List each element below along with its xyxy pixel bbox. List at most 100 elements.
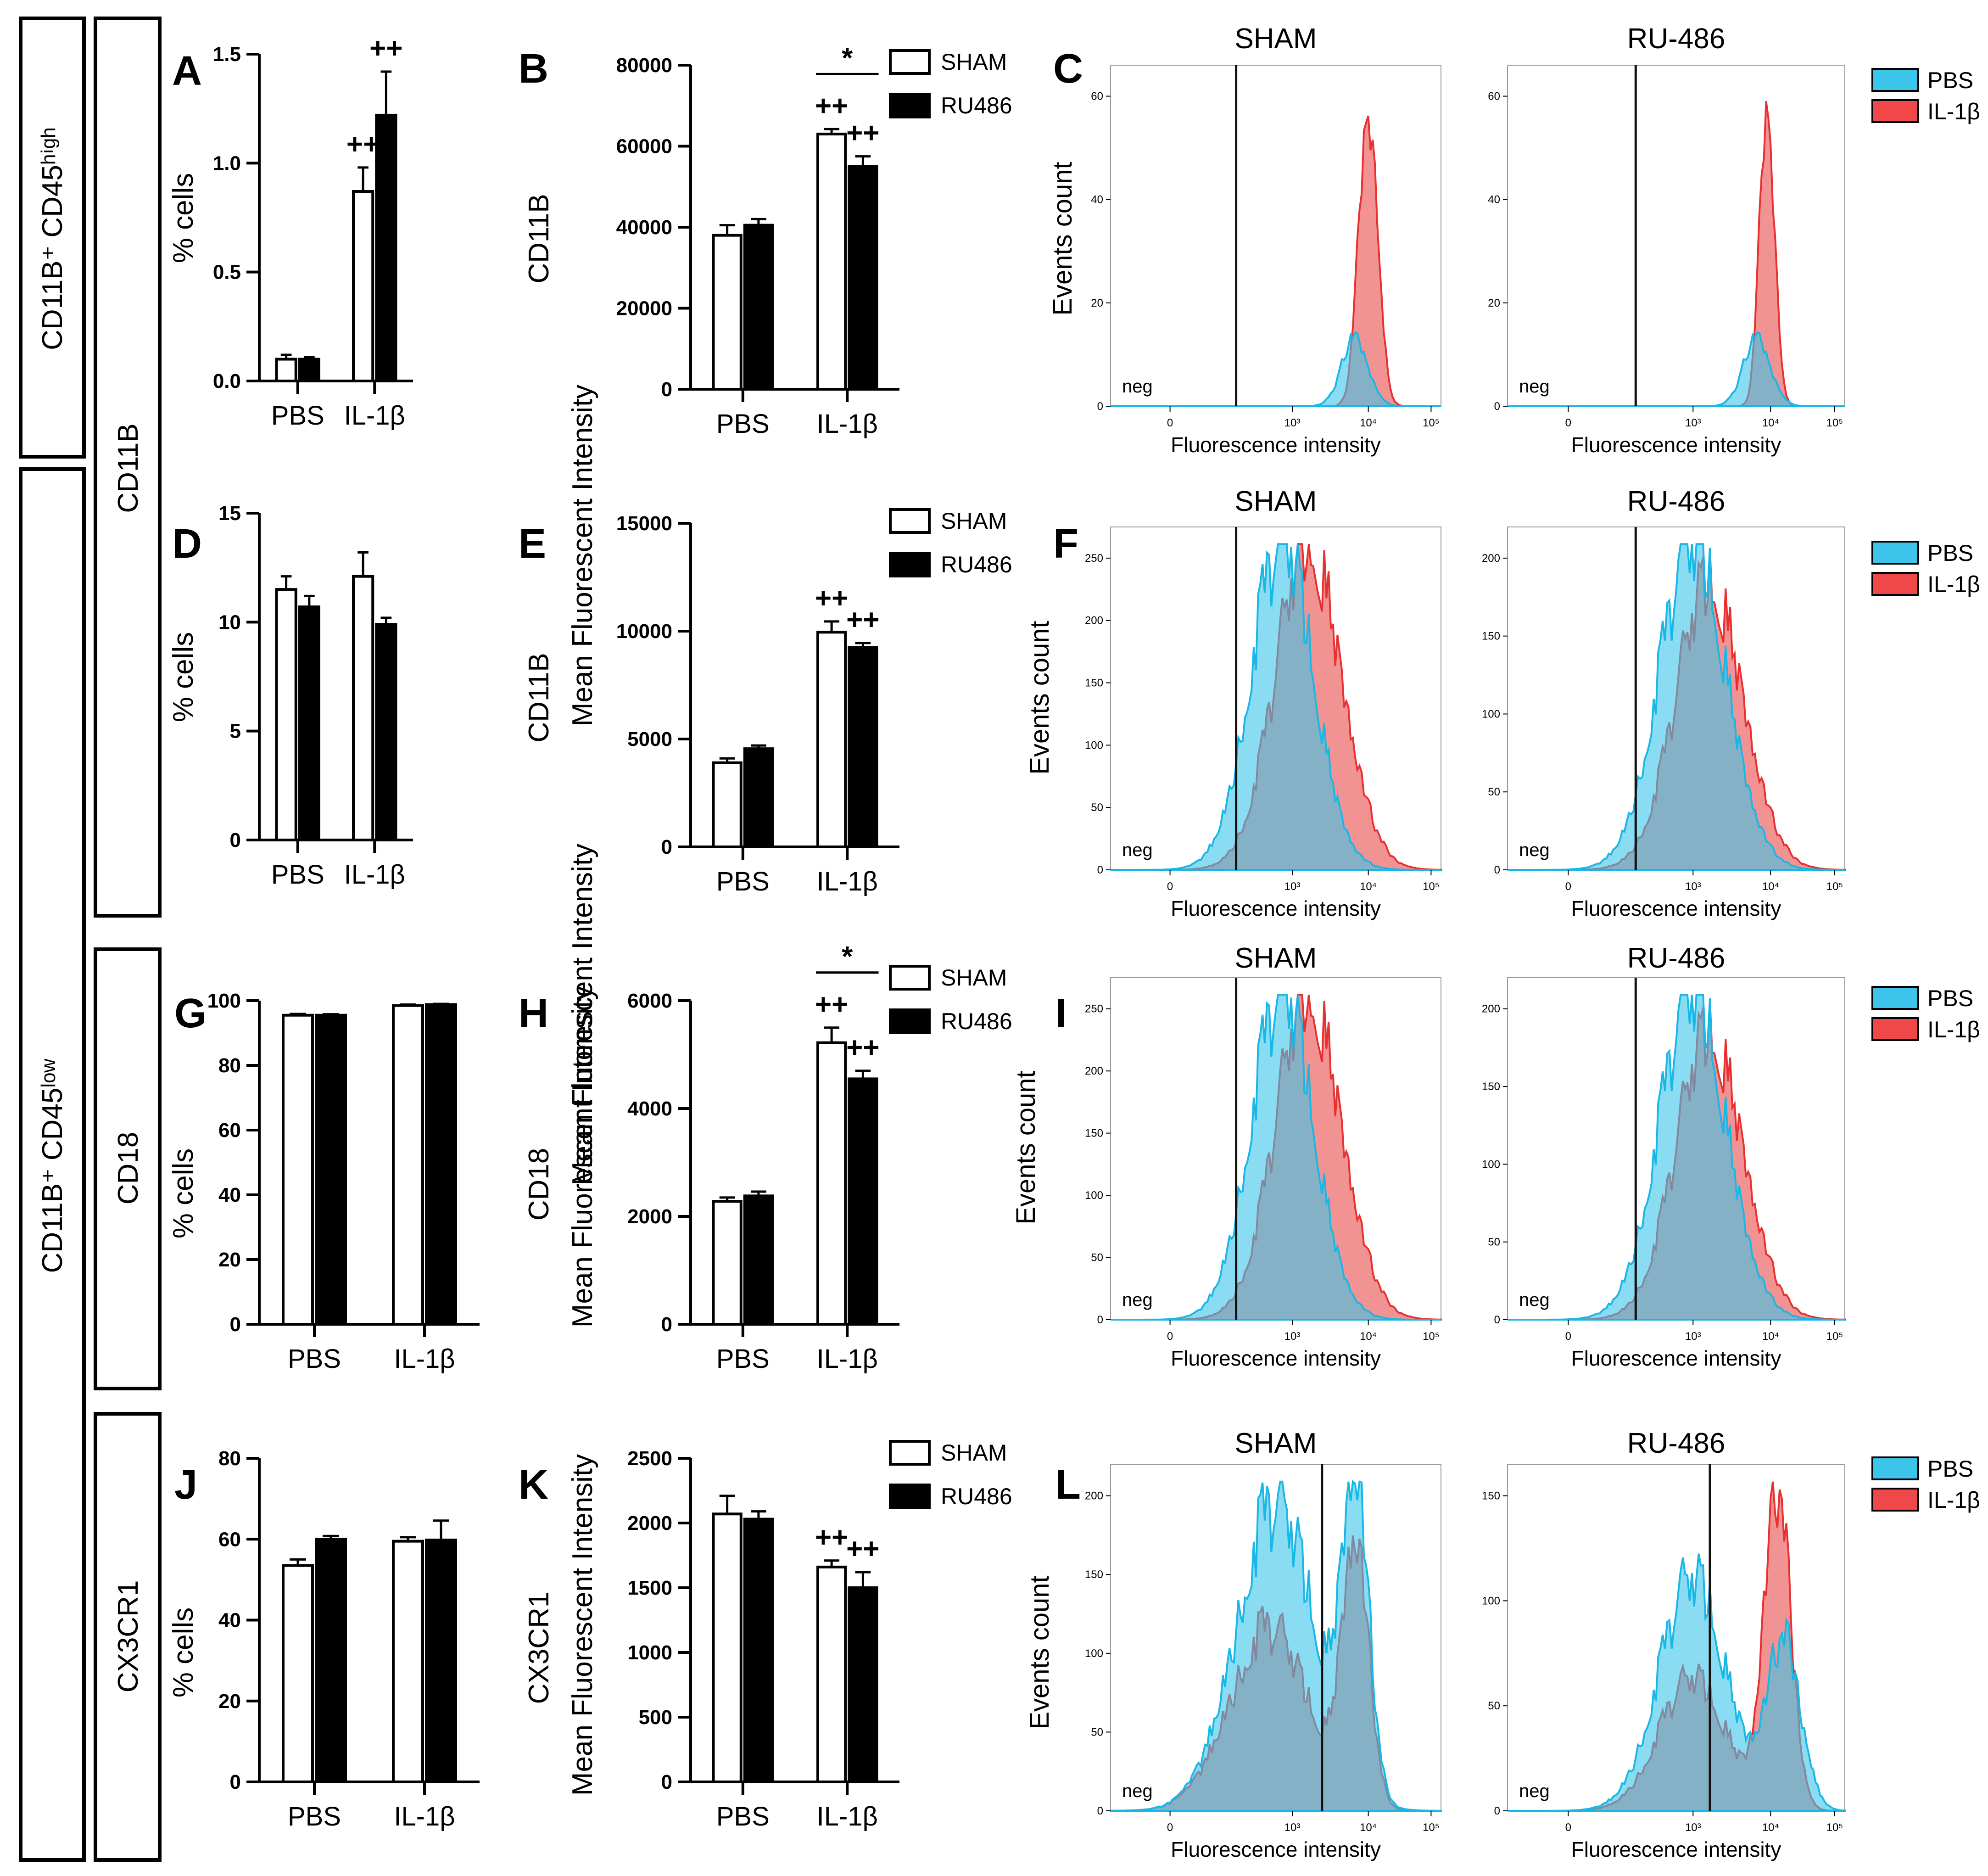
- panel-label: I: [1055, 991, 1067, 1036]
- x-tick-label: IL-1β: [344, 401, 405, 431]
- bar-sham: [275, 588, 297, 841]
- y-tick-label: 2000: [627, 1205, 672, 1228]
- bar-sham: [712, 1200, 743, 1326]
- y-tick-label: 80: [218, 1054, 241, 1077]
- gate-label: neg: [1519, 840, 1550, 860]
- x-tick-label: IL-1β: [344, 860, 405, 890]
- legend-swatch-il1b: [1871, 572, 1919, 596]
- histogram-ru486: RU-486 neg 0 50 100 150 200 0 10³ 10⁴ 10⁵ Fluoresce…: [1482, 942, 1846, 1370]
- gate-label: neg: [1519, 376, 1550, 397]
- legend-label: SHAM: [941, 1440, 1007, 1466]
- y-tick-label: 0.0: [213, 370, 241, 392]
- y-tick-label: 1000: [627, 1641, 672, 1664]
- y-axis-label: Events count: [1025, 1575, 1055, 1729]
- bar-ru486: [743, 1518, 774, 1784]
- significance-star: *: [842, 42, 853, 74]
- y-tick-label: 20000: [616, 297, 672, 320]
- bar-ru486: [425, 1539, 457, 1783]
- significance-mark: ++: [346, 129, 380, 160]
- bar-sham: [352, 575, 374, 841]
- x-axis-label: Fluorescence intensity: [1571, 433, 1781, 457]
- x-tick-label: 10⁵: [1423, 417, 1440, 429]
- y-tick-label: 0: [1097, 864, 1103, 876]
- bar-ru486: [315, 1538, 347, 1783]
- legend-swatch-pbs: [1871, 541, 1919, 565]
- bar-sham: [816, 1565, 847, 1783]
- gate-label: neg: [1519, 1290, 1550, 1310]
- y-tick-label: 50: [1091, 801, 1103, 814]
- y-axis-label: Events count: [1048, 162, 1078, 315]
- pbs-histogram: [1508, 994, 1845, 1321]
- legend-swatch-ru486: [889, 1008, 931, 1034]
- y-tick-label: 50: [1488, 786, 1500, 798]
- bar-sham: [816, 133, 847, 391]
- y-tick-label: 100: [1482, 708, 1500, 720]
- y-tick-label: 10000: [616, 620, 672, 643]
- x-tick-label: PBS: [271, 401, 324, 431]
- legend-swatch-sham: [889, 965, 931, 991]
- x-tick-label: 10³: [1685, 1821, 1701, 1834]
- significance-mark: ++: [815, 582, 848, 614]
- legend-swatch-il1b: [1871, 99, 1919, 123]
- y-tick-label: 0: [661, 1313, 672, 1336]
- pbs-histogram: [1111, 994, 1441, 1321]
- y-tick-label: 1.0: [213, 152, 241, 174]
- y-tick-label: 1500: [627, 1577, 672, 1599]
- x-tick-label: 0: [1565, 1821, 1571, 1834]
- marker-cd18-label: CD18: [112, 1132, 144, 1205]
- y-tick-label: 10: [218, 611, 241, 633]
- legend-swatch-pbs: [1871, 986, 1919, 1010]
- gate-high-box: [19, 17, 86, 459]
- y-tick-label: 200: [1085, 1065, 1103, 1077]
- x-tick-label: 0: [1167, 1330, 1173, 1343]
- y-tick-label: 0: [230, 1313, 241, 1336]
- legend-label: RU486: [941, 93, 1012, 118]
- marker-cd11b-box: [94, 17, 162, 918]
- legend-swatch-pbs: [1871, 68, 1919, 92]
- y-tick-label: 100: [1085, 1189, 1103, 1202]
- y-tick-label: 200: [1085, 1490, 1103, 1502]
- x-tick-label: IL-1β: [817, 867, 878, 896]
- x-axis-label: Fluorescence intensity: [1571, 1346, 1781, 1370]
- y-tick-label: 150: [1085, 1127, 1103, 1140]
- y-tick-label: 1.5: [213, 43, 241, 66]
- bar-ru486: [848, 646, 878, 848]
- y-tick-label: 200: [1482, 1003, 1500, 1015]
- significance-mark: ++: [369, 33, 402, 64]
- bar-ru486: [315, 1014, 347, 1326]
- x-tick-label: 10⁴: [1360, 1821, 1377, 1834]
- bar-sham: [816, 631, 847, 848]
- y-axis-marker-label: CD11B: [523, 653, 555, 742]
- y-tick-label: 15: [218, 502, 241, 525]
- y-tick-label: 0: [661, 378, 672, 401]
- y-axis-label: % cells: [168, 173, 199, 263]
- bar-chart-E: E Mean Fluorescent Intensity CD11B 0 5000 100…: [519, 508, 1012, 1185]
- y-tick-label: 0: [230, 829, 241, 851]
- legend-label: IL-1β: [1927, 99, 1980, 124]
- pbs-histogram: [1508, 1553, 1846, 1812]
- y-tick-label: 60: [1091, 90, 1103, 103]
- x-tick-label: 10³: [1685, 1330, 1701, 1343]
- y-tick-label: 0: [661, 1771, 672, 1793]
- panel-label: K: [519, 1462, 548, 1508]
- x-tick-label: 10⁴: [1762, 880, 1779, 893]
- bar-sham: [712, 234, 743, 391]
- histogram-title: RU-486: [1627, 486, 1726, 517]
- y-axis-marker-label: CD11B: [523, 194, 555, 283]
- x-tick-label: IL-1β: [817, 1344, 878, 1374]
- y-tick-label: 150: [1085, 1568, 1103, 1581]
- x-tick-label: PBS: [288, 1344, 341, 1374]
- panel-label: E: [519, 521, 546, 567]
- y-tick-label: 50: [1488, 1236, 1500, 1249]
- y-tick-label: 60: [218, 1528, 241, 1551]
- bar-chart-D: D % cells 0 5 10 15 PBS IL-1β: [168, 502, 413, 890]
- x-tick-label: IL-1β: [817, 1802, 878, 1831]
- histogram-sham: SHAM neg 0 20 40 60 0 10³ 10⁴ 10⁵ Fluorescence int…: [1091, 23, 1441, 457]
- histogram-title: SHAM: [1234, 486, 1317, 517]
- y-tick-label: 40000: [616, 216, 672, 239]
- significance-mark: ++: [815, 989, 848, 1020]
- bar-chart-H: H Mean Fluorescent Intensity CD18 0 2000 4000…: [519, 941, 1012, 1374]
- pbs-histogram: [1111, 543, 1441, 871]
- legend-label: RU486: [941, 552, 1012, 577]
- y-tick-label: 2500: [627, 1447, 672, 1470]
